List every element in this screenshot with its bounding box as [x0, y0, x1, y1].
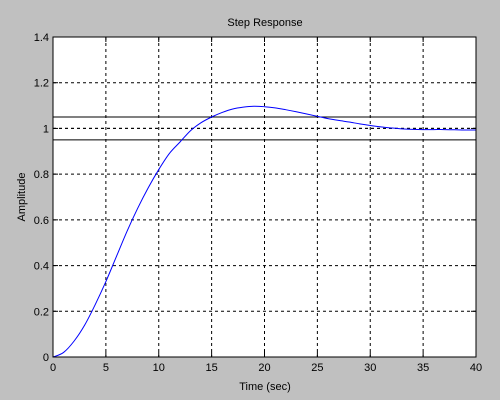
- x-tick-label: 20: [258, 362, 270, 374]
- x-tick-label: 10: [153, 362, 165, 374]
- x-axis-label: Time (sec): [239, 381, 291, 393]
- y-tick-label: 1.2: [34, 78, 49, 90]
- x-tick-label: 15: [206, 362, 218, 374]
- y-tick-label: 0.2: [34, 306, 49, 318]
- series-layer: [52, 105, 477, 358]
- y-tick-label: 0.4: [34, 261, 49, 273]
- plot-area: 0 5 10 15 20 25 30 35 40 0 0.2 0.4 0.6 0.8 1 1.2 1.4: [34, 32, 482, 374]
- x-tick-label: 25: [311, 362, 323, 374]
- reference-lines: [53, 116, 476, 141]
- y-tick-label: 0.8: [34, 169, 49, 181]
- ticks: 0 5 10 15 20 25 30 35 40 0 0.2 0.4 0.6 0.8 1 1.2 1.4: [34, 32, 482, 374]
- y-tick-label: 1.4: [34, 32, 49, 44]
- y-tick-label: 1: [43, 123, 49, 135]
- y-tick-label: 0: [43, 352, 49, 364]
- y-tick-label: 0.6: [34, 215, 49, 227]
- step-response-line: [52, 105, 477, 358]
- x-tick-label: 35: [417, 362, 429, 374]
- y-axis-label: Amplitude: [16, 173, 28, 222]
- x-tick-label: 0: [50, 362, 56, 374]
- chart-title: Step Response: [227, 17, 302, 29]
- x-tick-label: 5: [103, 362, 109, 374]
- x-tick-label: 30: [364, 362, 376, 374]
- x-tick-label: 40: [470, 362, 482, 374]
